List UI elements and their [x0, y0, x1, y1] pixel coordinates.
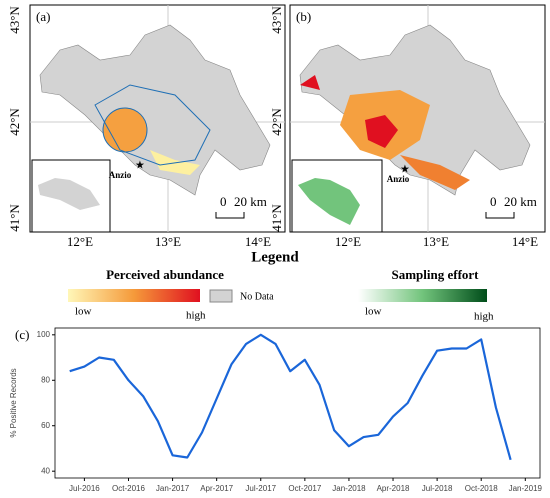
x-tick-label: Jan-2018 — [332, 484, 366, 493]
x-tick-label: Jul-2016 — [69, 484, 100, 493]
x-tick-label: Apr-2018 — [377, 484, 410, 493]
zone — [400, 155, 470, 190]
y-tick-label: 40 — [41, 466, 50, 475]
line — [69, 333, 512, 461]
lon-label: 12°E — [67, 234, 93, 249]
star: ★ — [400, 164, 410, 176]
no-data-swatch — [209, 289, 233, 303]
y-axis-label: % Positive Records — [9, 368, 18, 437]
legend-heading: Perceived abundance — [106, 267, 224, 282]
no-data-label: No Data — [240, 291, 274, 302]
lat-label: 42°N — [7, 108, 22, 136]
x-tick-label: Jul-2018 — [422, 484, 453, 493]
lat-label: 41°N — [7, 204, 22, 232]
legend-low: low — [365, 306, 382, 318]
legend-low: low — [75, 306, 92, 318]
x-tick-label: Apr-2017 — [200, 484, 233, 493]
lon-label: 14°E — [512, 234, 538, 249]
lat-label: 41°N — [269, 204, 284, 232]
lon-label: 13°E — [155, 234, 181, 249]
panel-label: (a) — [36, 9, 50, 24]
scale-text: 20 km — [234, 194, 267, 209]
boundary — [94, 84, 211, 166]
lon-label: 14°E — [245, 234, 271, 249]
zone — [300, 75, 320, 90]
place: Anzio — [109, 170, 132, 180]
x-tick-label: Oct-2016 — [112, 484, 145, 493]
map-a: Anzio ★ (a) 0 20 km — [29, 4, 286, 233]
star: ★ — [135, 160, 145, 172]
legend: Legend Perceived abundance low high No D… — [68, 249, 494, 323]
x-tick-label: Jul-2017 — [245, 484, 276, 493]
rome — [102, 107, 148, 153]
legend-high: high — [186, 310, 206, 322]
lat-label: 43°N — [7, 6, 22, 34]
x-tick-label: Oct-2017 — [288, 484, 321, 493]
place: Anzio — [387, 174, 410, 184]
x-tick-label: Jan-2017 — [156, 484, 190, 493]
lon-label: 13°E — [423, 234, 449, 249]
scale-zero: 0 — [490, 194, 497, 209]
map-axes: 43°N 42°N 41°N 43°N 42°N 41°N 12°E 13°E … — [7, 6, 538, 249]
y-tick-label: 60 — [41, 421, 50, 430]
line-chart: (c) % Positive Records 40 60 80 100 Jul-2016… — [9, 327, 542, 493]
y-tick-label: 100 — [37, 330, 51, 339]
legend-heading: Sampling effort — [391, 267, 479, 282]
lat-label: 42°N — [269, 108, 284, 136]
scale-text: 20 km — [504, 194, 537, 209]
scale-zero: 0 — [220, 194, 227, 209]
lon-label: 12°E — [335, 234, 361, 249]
gradient — [358, 289, 487, 302]
gradient — [68, 289, 200, 302]
map-b: Anzio ★ (b) 0 20 km — [289, 4, 546, 233]
inset-map — [298, 178, 360, 225]
y-tick-label: 80 — [41, 375, 50, 384]
panel-label: (b) — [296, 9, 311, 24]
x-tick-label: Oct-2018 — [465, 484, 498, 493]
scale-bar — [485, 212, 515, 219]
inset-map — [38, 178, 100, 210]
panel-label: (c) — [15, 327, 29, 342]
legend-high: high — [474, 311, 494, 323]
legend-title: Legend — [251, 249, 299, 265]
scale-bar — [215, 212, 245, 219]
lat-label: 43°N — [269, 6, 284, 34]
plot-frame — [54, 327, 541, 479]
zone — [365, 115, 398, 148]
x-tick-label: Jan-2019 — [509, 484, 543, 493]
